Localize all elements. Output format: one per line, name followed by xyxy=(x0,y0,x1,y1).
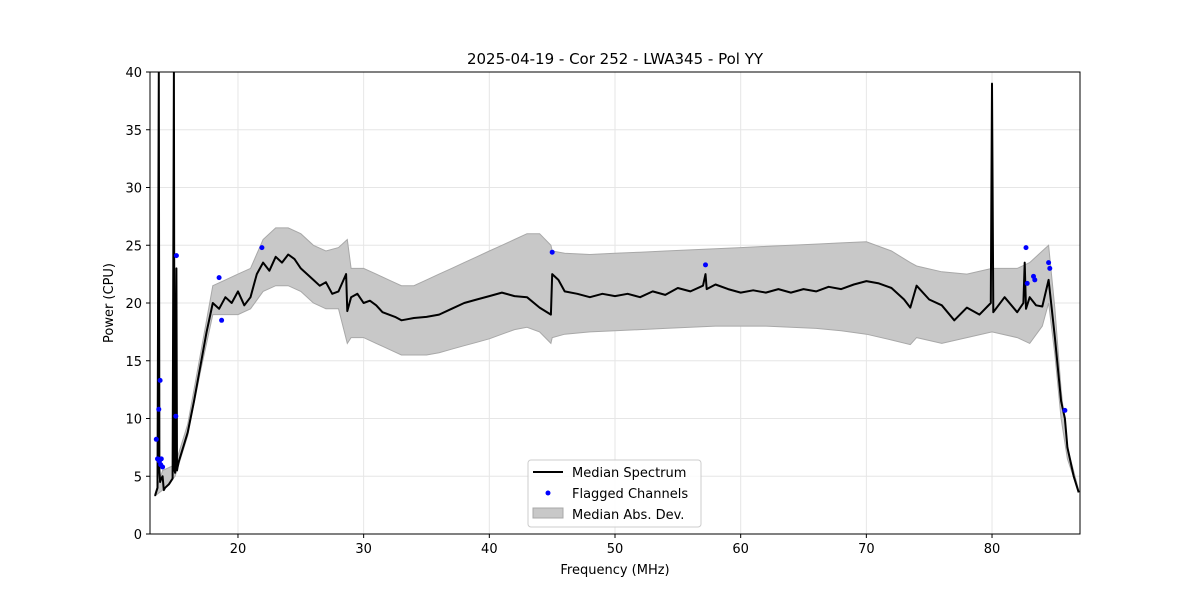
flagged-channel-point xyxy=(153,436,159,442)
x-tick-label: 30 xyxy=(355,542,372,557)
legend-label-median: Median Spectrum xyxy=(572,466,686,481)
chart-title: 2025-04-19 - Cor 252 - LWA345 - Pol YY xyxy=(467,50,764,68)
flagged-channel-point xyxy=(1062,407,1068,413)
y-tick-label: 20 xyxy=(125,297,142,312)
y-tick-label: 30 xyxy=(125,182,142,197)
flagged-channel-point xyxy=(216,275,222,281)
median-line-group xyxy=(154,72,1080,497)
legend-label-flagged: Flagged Channels xyxy=(572,487,688,502)
x-tick-label: 70 xyxy=(858,542,875,557)
legend-point-swatch xyxy=(545,490,551,496)
y-axis: 0 5 10 15 20 25 30 35 40 xyxy=(125,66,150,543)
legend-band-swatch xyxy=(532,507,564,519)
flagged-channel-point xyxy=(1023,245,1029,251)
y-tick-label: 10 xyxy=(125,413,142,428)
flagged-channel-point xyxy=(173,253,179,259)
flagged-channel-point xyxy=(1024,280,1030,286)
x-tick-label: 20 xyxy=(230,542,247,557)
flagged-channel-point xyxy=(173,413,179,419)
flagged-channel-point xyxy=(219,317,225,323)
x-tick-label: 80 xyxy=(984,542,1001,557)
y-tick-label: 5 xyxy=(134,470,142,485)
x-axis-label: Frequency (MHz) xyxy=(560,563,669,578)
y-tick-label: 0 xyxy=(134,528,142,543)
x-tick-label: 40 xyxy=(481,542,498,557)
flagged-channel-point xyxy=(1046,260,1052,266)
flagged-channel-point xyxy=(157,377,163,383)
flagged-channel-point xyxy=(156,406,162,412)
y-tick-label: 25 xyxy=(125,239,142,254)
x-tick-label: 50 xyxy=(607,542,624,557)
y-tick-label: 40 xyxy=(125,66,142,81)
x-tick-label: 60 xyxy=(732,542,749,557)
flagged-channel-point xyxy=(259,245,265,251)
legend-label-mad: Median Abs. Dev. xyxy=(572,508,684,523)
flagged-channel-point xyxy=(1047,265,1053,271)
flagged-channel-point xyxy=(549,249,555,255)
y-tick-label: 35 xyxy=(125,124,142,139)
flagged-channel-point xyxy=(1032,277,1038,283)
median-spectrum-line xyxy=(154,72,1080,497)
y-axis-label: Power (CPU) xyxy=(102,263,117,343)
flagged-channel-point xyxy=(158,456,164,462)
legend: Median Spectrum Flagged Channels Median … xyxy=(527,459,702,528)
flagged-channel-point xyxy=(703,262,708,268)
flagged-points-group xyxy=(153,245,1068,470)
legend-frame xyxy=(527,459,702,528)
x-axis: 20 30 40 50 60 70 80 xyxy=(230,534,1001,557)
flagged-channel-point xyxy=(160,464,166,470)
y-tick-label: 15 xyxy=(125,355,142,370)
